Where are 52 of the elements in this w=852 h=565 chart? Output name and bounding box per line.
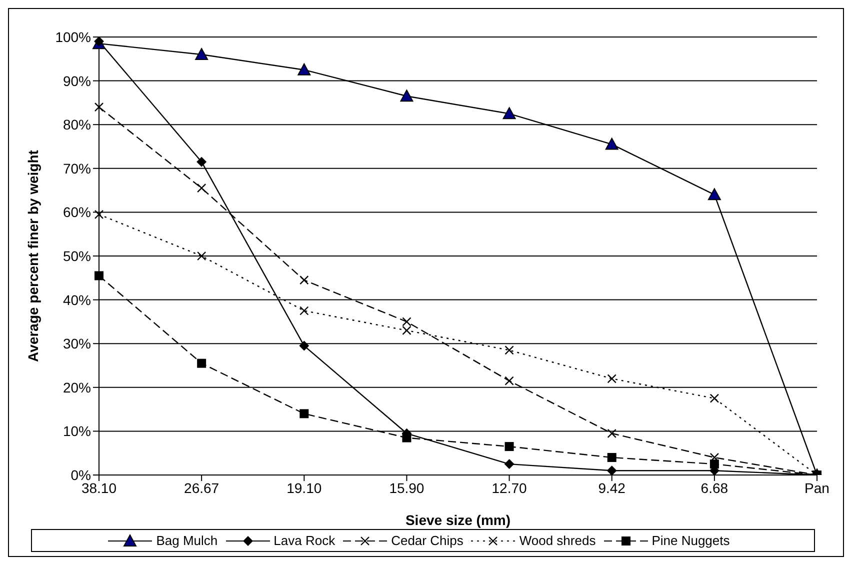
point — [607, 452, 616, 462]
y-tick-label: 80% — [62, 116, 91, 133]
point — [197, 358, 206, 368]
point — [196, 251, 206, 261]
point — [504, 376, 514, 386]
point — [300, 306, 309, 316]
legend-label: Wood shreds — [519, 533, 596, 548]
x-axis-title: Sieve size (mm) — [405, 512, 511, 528]
point — [196, 156, 207, 167]
x-tick-label: 26.67 — [184, 480, 220, 496]
y-axis-title: Average percent finer by weight — [24, 150, 41, 362]
point — [504, 442, 514, 452]
point — [710, 394, 720, 403]
x-tick-label: 15.90 — [389, 480, 424, 496]
legend-label: Lava Rock — [274, 533, 336, 548]
x-tick-label: 12.70 — [492, 480, 528, 496]
legend-label: Cedar Chips — [391, 533, 464, 548]
x-tick-label: 19.10 — [286, 480, 322, 496]
point — [606, 466, 617, 475]
x-tick-label: Pan — [804, 480, 830, 496]
y-tick-label: 100% — [55, 28, 91, 45]
point — [94, 102, 104, 112]
point — [298, 63, 311, 76]
point — [607, 374, 616, 384]
y-tick-label: 40% — [62, 292, 91, 308]
y-tick-label: 60% — [62, 204, 91, 220]
y-tick-label: 10% — [62, 423, 91, 440]
point — [504, 346, 514, 355]
point — [710, 460, 719, 469]
y-tick-label: 50% — [62, 248, 91, 264]
point — [94, 271, 104, 280]
y-tick-label: 30% — [62, 336, 91, 352]
point — [300, 275, 309, 285]
y-tick-label: 20% — [62, 379, 91, 396]
x-tick-label: 9.42 — [598, 480, 626, 496]
point — [605, 138, 618, 150]
point — [502, 107, 516, 120]
point — [504, 459, 514, 470]
point — [708, 188, 721, 200]
point — [710, 452, 720, 462]
legend-label: Bag Mulch — [156, 533, 218, 548]
x-tick-label: 6.68 — [700, 480, 728, 496]
point — [607, 428, 616, 438]
point — [400, 90, 414, 102]
point — [196, 184, 206, 193]
point — [300, 409, 309, 418]
point — [195, 48, 208, 60]
legend-label: Pine Nuggets — [652, 533, 730, 548]
point — [299, 340, 310, 351]
point — [402, 433, 412, 442]
y-tick-label: 70% — [62, 160, 91, 176]
y-tick-label: 90% — [62, 72, 91, 89]
